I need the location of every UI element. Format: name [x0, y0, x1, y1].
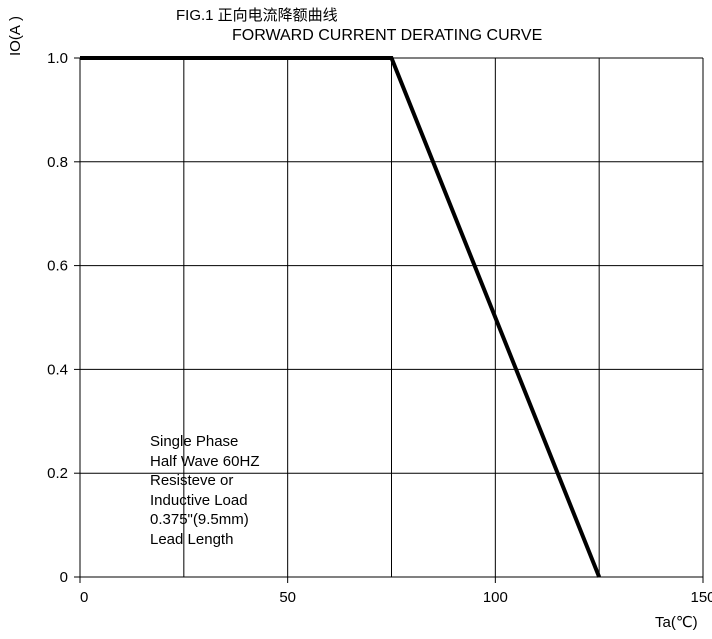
- derating-curve: [80, 56, 602, 578]
- annotation-line: 0.375"(9.5mm): [150, 511, 249, 528]
- x-tick-label: 100: [483, 589, 508, 606]
- y-tick-label: 0.6: [47, 258, 68, 275]
- annotation-line: Resisteve or: [150, 472, 234, 489]
- tick-layer: 0 0.2 0.4 0.6 0.8 1.0 0 50 100 150: [47, 50, 712, 606]
- x-tick-label: 50: [279, 589, 296, 606]
- y-tick-label: 0.4: [47, 361, 68, 378]
- y-tick-label: 1.0: [47, 50, 68, 67]
- annotation-line: Half Wave 60HZ: [150, 452, 260, 470]
- conditions-annotation: Single Phase Half Wave 60HZ Resisteve or…: [150, 432, 259, 549]
- annotation-line: Single Phase: [150, 433, 239, 450]
- y-tick-label: 0: [60, 569, 68, 586]
- y-tick-label: 0.2: [47, 465, 68, 482]
- chart-title-line1: FIG.1 正向电流降额曲线: [176, 7, 338, 24]
- y-tick-label: 0.8: [47, 154, 68, 171]
- annotation-line: Inductive Load: [150, 491, 248, 509]
- annotation-line: Lead Length: [150, 530, 234, 548]
- x-tick-label: 150: [690, 589, 712, 606]
- x-tick-label: 0: [80, 589, 88, 606]
- x-axis-unit: Ta(℃): [655, 614, 698, 631]
- chart-title-line2: FORWARD CURRENT DERATING CURVE: [232, 27, 543, 44]
- series-layer: [80, 56, 602, 578]
